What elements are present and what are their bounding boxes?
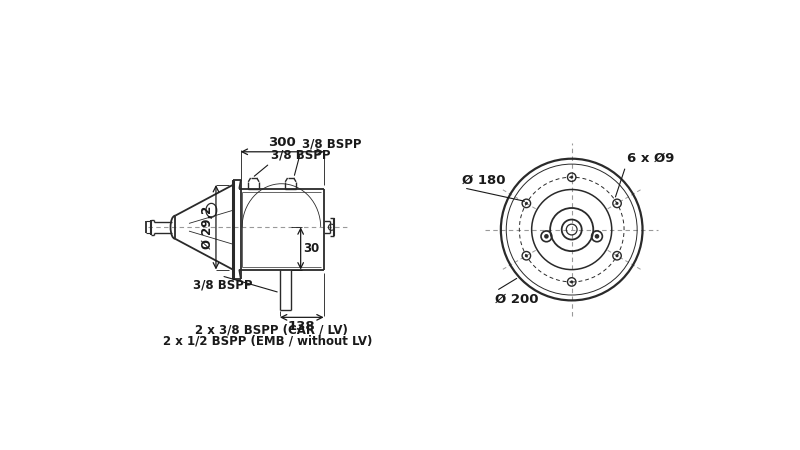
Circle shape	[544, 234, 549, 238]
Circle shape	[615, 254, 618, 257]
Text: 3/8 BSPP: 3/8 BSPP	[271, 149, 331, 162]
Text: 6 x Ø9: 6 x Ø9	[627, 152, 674, 165]
Text: 3/8 BSPP: 3/8 BSPP	[193, 279, 252, 292]
Text: 2 x 1/2 BSPP (EMB / without LV): 2 x 1/2 BSPP (EMB / without LV)	[163, 335, 372, 348]
Text: 2 x 3/8 BSPP (CAR / LV): 2 x 3/8 BSPP (CAR / LV)	[195, 323, 348, 336]
Text: 3/8 BSPP: 3/8 BSPP	[302, 137, 362, 150]
Text: Ø 180: Ø 180	[462, 173, 506, 186]
Circle shape	[594, 234, 599, 238]
Text: 30: 30	[303, 242, 319, 255]
Circle shape	[615, 202, 618, 205]
Text: 138: 138	[288, 320, 316, 333]
Circle shape	[525, 202, 528, 205]
Text: Ø 29,2: Ø 29,2	[201, 206, 214, 249]
Circle shape	[525, 254, 528, 257]
Text: 300: 300	[268, 136, 296, 149]
Circle shape	[570, 280, 574, 284]
Circle shape	[570, 176, 574, 179]
Text: Ø 200: Ø 200	[494, 292, 538, 306]
